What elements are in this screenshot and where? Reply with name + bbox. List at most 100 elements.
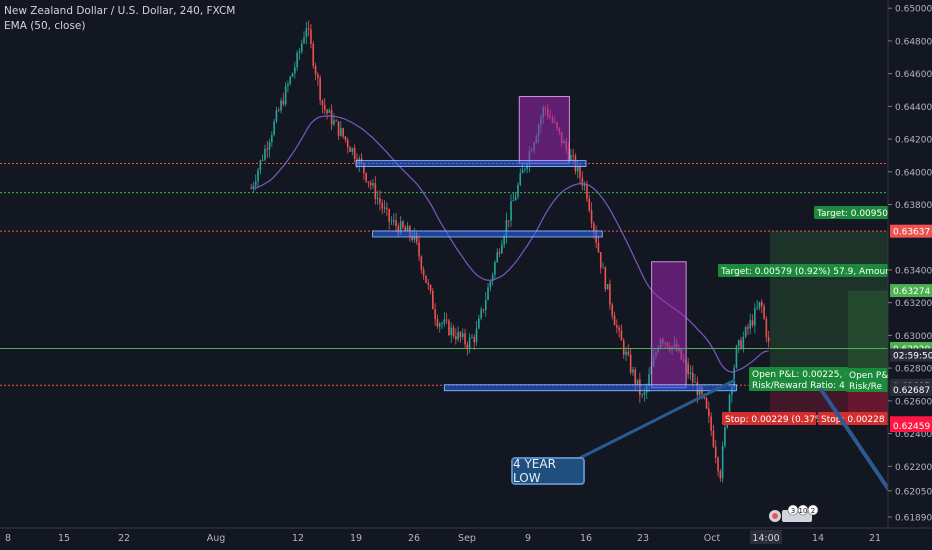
candle-body — [420, 256, 423, 270]
candle-body — [491, 274, 494, 282]
candle-body — [581, 177, 584, 186]
target-tag-1-bg — [814, 206, 888, 219]
candle-body — [570, 155, 572, 161]
candle-body — [344, 136, 347, 140]
price-tag-bg — [890, 419, 932, 433]
candle-body — [287, 83, 289, 87]
candle-body — [758, 301, 761, 308]
candle-body — [583, 184, 586, 186]
candle-body — [450, 327, 453, 336]
candle-body — [489, 281, 492, 288]
candle-body — [376, 198, 379, 200]
candle-body — [636, 379, 639, 384]
price-tag-label: 0.63274 — [893, 287, 930, 297]
projection-arrow — [818, 386, 895, 498]
candle-body — [291, 73, 294, 77]
candle-body — [634, 369, 637, 384]
candle-body — [406, 226, 409, 232]
candle-body — [524, 169, 526, 170]
candle-body — [250, 188, 252, 189]
candle-body — [296, 52, 298, 68]
candle-body — [319, 78, 321, 101]
candle-body — [310, 29, 312, 44]
y-tick-label: 0.64400 — [895, 103, 932, 113]
candle-body — [429, 284, 432, 291]
candle-body — [323, 105, 326, 110]
stop-tag-2: Stop: 0.00228 (0.3 — [818, 412, 905, 425]
symbol-title: New Zealand Dollar / U.S. Dollar, 240, F… — [4, 5, 236, 17]
candle-body — [441, 323, 443, 325]
candle-body — [501, 244, 503, 254]
candle-body — [383, 207, 386, 209]
candle-body — [448, 320, 450, 336]
candle-body — [300, 43, 303, 52]
target-tag-1: Target: 0.00950 (1. — [814, 206, 903, 219]
x-tick-label: 9 — [525, 533, 531, 544]
support-zone — [372, 230, 603, 238]
stop-tag-1-text: Stop: 0.00229 (0.37%) — [725, 415, 827, 425]
candle-body — [599, 252, 602, 268]
candle-body — [613, 315, 616, 326]
candle-body — [744, 327, 747, 337]
pnl-tag-2-text: Open P&L: 0. — [849, 371, 908, 381]
candle-body — [298, 51, 301, 53]
candle-body — [340, 128, 342, 136]
candle-body — [733, 367, 735, 387]
price-tag-bg — [890, 284, 932, 298]
candle-body — [471, 337, 473, 339]
candle-body — [586, 184, 588, 199]
candle-body — [434, 309, 436, 319]
candle-body — [767, 337, 770, 342]
candle-body — [369, 182, 372, 186]
x-tick-label: 21 — [869, 533, 881, 544]
candle-body — [708, 408, 710, 417]
candle-body — [606, 284, 609, 290]
callout-text: 4 YEAR LOW — [513, 457, 556, 485]
candle-body — [512, 200, 515, 202]
candle-body — [404, 227, 407, 232]
candle-body — [312, 43, 315, 66]
pnl-tag-1-bg — [749, 367, 848, 391]
candle-body — [457, 332, 459, 340]
candle-body — [576, 165, 579, 172]
pnl-tag-2-text: Risk/Re — [849, 382, 883, 392]
candle-body — [735, 346, 738, 368]
support-zone — [355, 160, 587, 168]
x-tick-label: Aug — [207, 533, 226, 544]
candle-body — [719, 471, 722, 479]
candle-body — [461, 333, 464, 338]
candle-body — [411, 236, 413, 240]
candle-body — [691, 372, 694, 383]
candle-body — [367, 181, 370, 183]
candle-body — [436, 318, 439, 327]
candle-body — [418, 242, 420, 257]
support-zone — [443, 384, 737, 392]
y-tick-label: 0.62200 — [895, 463, 932, 473]
candle-body — [496, 252, 499, 263]
candle-body — [455, 335, 457, 340]
stop-tag-1: Stop: 0.00229 (0.37%) — [722, 412, 827, 425]
candle-body — [268, 142, 271, 150]
candle-body — [747, 327, 749, 329]
candle-body — [687, 363, 689, 375]
candle-body — [505, 220, 508, 237]
candle-body — [381, 203, 384, 209]
pnl-tag-2-bg — [846, 368, 888, 392]
candle-body — [264, 148, 266, 160]
stop-tag-2-text: Stop: 0.00228 (0.3 — [821, 415, 905, 425]
candle-body — [475, 328, 478, 343]
y-tick-label: 0.63200 — [895, 299, 932, 309]
stop-tag-2-bg — [818, 412, 888, 425]
candle-body — [760, 301, 763, 306]
candle-body — [749, 320, 752, 329]
flag-badge-dot — [772, 513, 778, 519]
pnl-tag-1-text: Risk/Reward Ratio: 4 — [752, 381, 845, 391]
event-count-label: 2 — [811, 507, 815, 515]
y-tick-label: 0.64200 — [895, 136, 932, 146]
candle-body — [724, 427, 726, 447]
candle-body — [498, 252, 501, 254]
y-tick-label: 0.63000 — [895, 332, 932, 342]
x-tick-label: 8 — [5, 533, 11, 544]
price-axis: 0.65000 0.64800 0.64600 0.64400 0.64200 0.640… — [887, 0, 932, 550]
